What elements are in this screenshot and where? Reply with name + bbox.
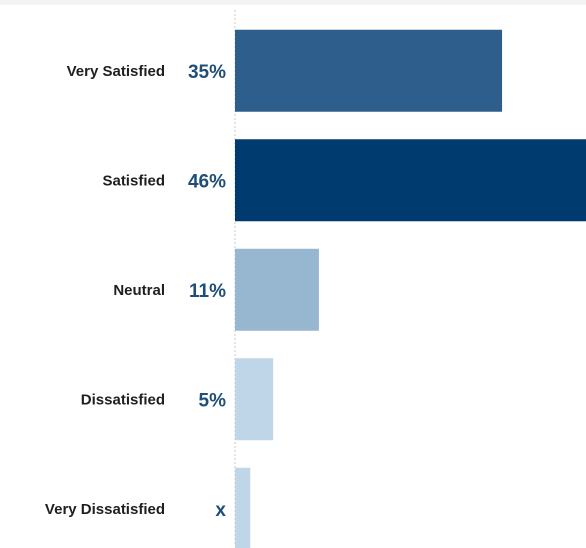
value-label-very-satisfied: 35% (188, 62, 226, 83)
value-label-satisfied: 46% (188, 171, 226, 192)
value-label-neutral: 11% (189, 281, 226, 302)
category-label-very-satisfied: Very Satisfied (67, 63, 165, 80)
labels-layer: Very Satisfied 35% Satisfied 46% Neutral 11% D… (45, 62, 227, 521)
value-label-very-dissatisfied: x (215, 500, 226, 521)
category-label-neutral: Neutral (113, 282, 165, 299)
bar-satisfied (235, 139, 586, 222)
top-strip (0, 0, 586, 5)
category-label-satisfied: Satisfied (102, 172, 165, 189)
category-label-very-dissatisfied: Very Dissatisfied (45, 501, 165, 518)
bar-dissatisfied (235, 358, 274, 441)
bars-layer (235, 29, 586, 548)
bar-very-satisfied (235, 29, 503, 112)
value-label-dissatisfied: 5% (199, 390, 227, 411)
bar-neutral (235, 248, 319, 331)
category-label-dissatisfied: Dissatisfied (81, 391, 165, 408)
bar-very-dissatisfied (235, 467, 251, 548)
